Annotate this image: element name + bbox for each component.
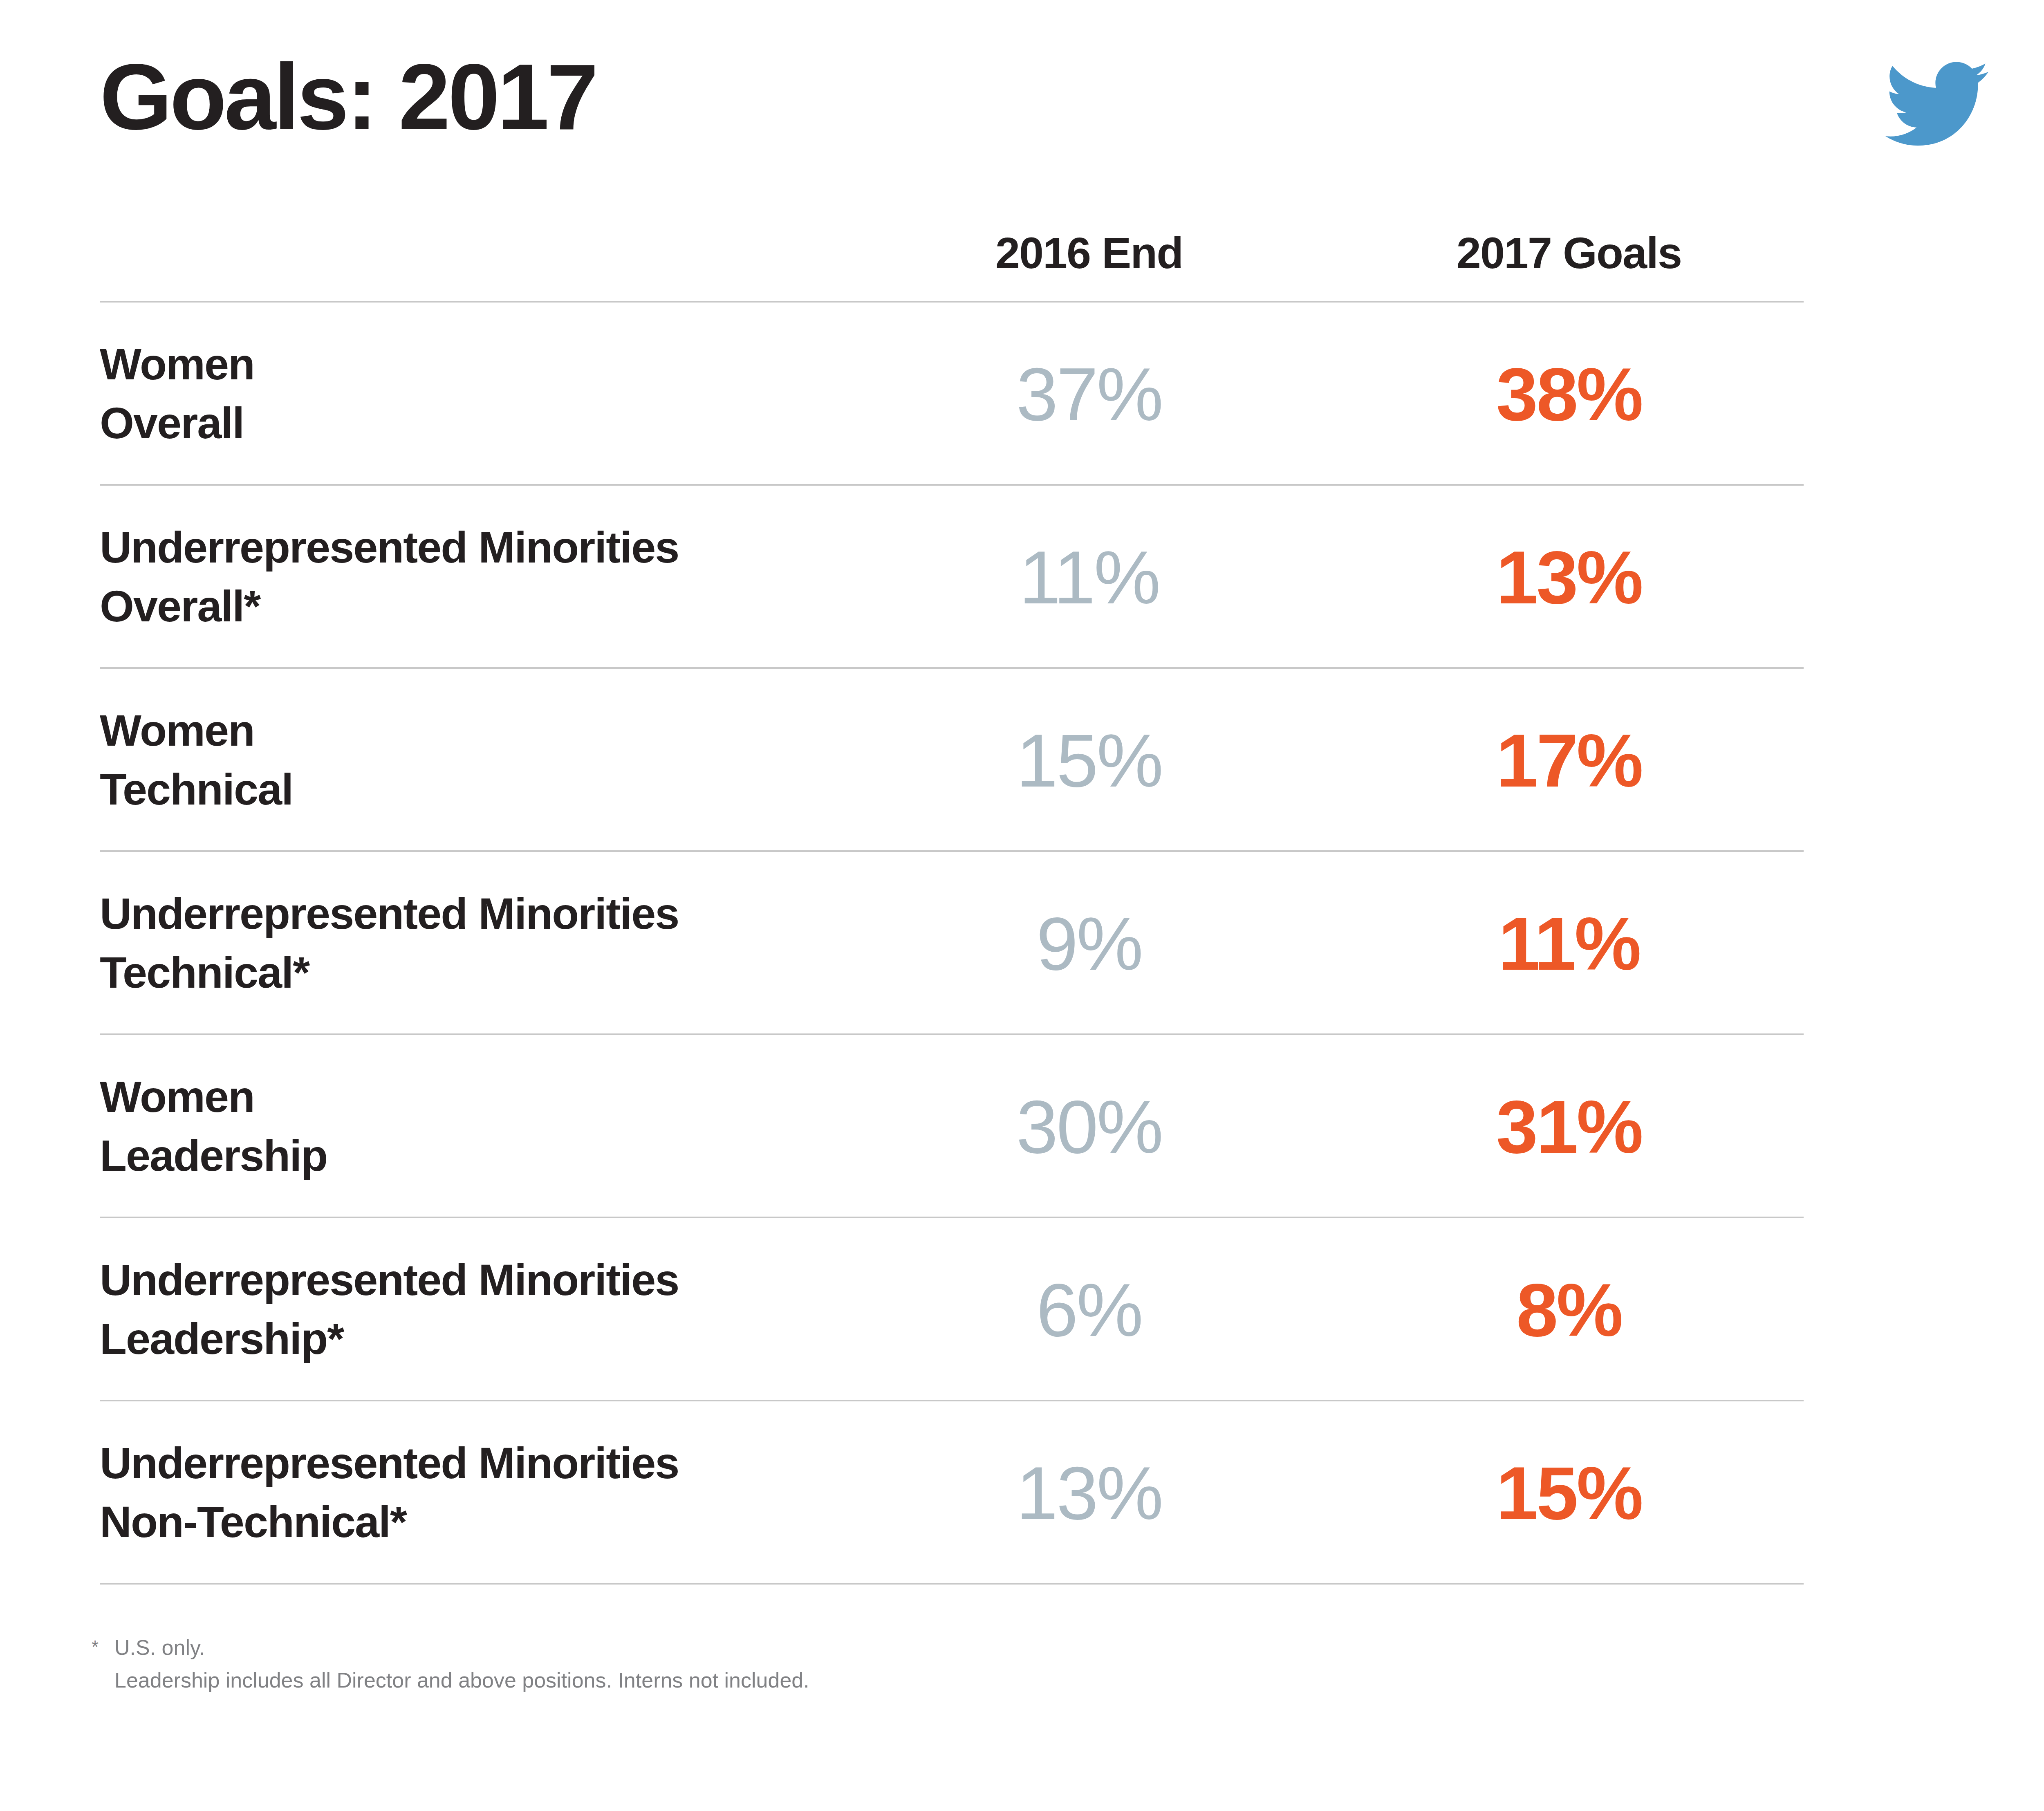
page-title: Goals: 2017 — [100, 46, 596, 148]
value-2016-end: 30% — [844, 1082, 1334, 1170]
value-2017-goal: 11% — [1334, 899, 1804, 987]
row-label: Underrepresented Minorities Overall* — [100, 518, 844, 635]
row-label: Underrepresented Minorities Leadership* — [100, 1250, 844, 1368]
value-2017-goal: 38% — [1334, 349, 1804, 437]
twitter-bird-icon — [1874, 52, 2000, 155]
row-label-line1: Underrepresented Minorities — [100, 522, 679, 572]
table-row-urm-technical: Underrepresented Minorities Technical* 9… — [100, 850, 1804, 1033]
footnote-text: Leadership includes all Director and abo… — [114, 1668, 809, 1694]
slide: Goals: 2017 2016 End 2017 Goals Women Ov… — [0, 0, 2044, 1811]
row-label-line2: Technical — [100, 764, 293, 814]
row-label-line2: Technical* — [100, 948, 309, 997]
row-label-line1: Underrepresented Minorities — [100, 1255, 679, 1304]
table-row-women-overall: Women Overall 37% 38% — [100, 301, 1804, 484]
value-2016-end: 9% — [844, 899, 1334, 987]
table-row-urm-non-technical: Underrepresented Minorities Non-Technica… — [100, 1400, 1804, 1583]
value-2017-goal: 31% — [1334, 1082, 1804, 1170]
table-row-women-technical: Women Technical 15% 17% — [100, 667, 1804, 850]
row-label-line2: Overall — [100, 398, 244, 447]
row-label: Women Leadership — [100, 1067, 844, 1185]
table-row-urm-leadership: Underrepresented Minorities Leadership* … — [100, 1217, 1804, 1400]
row-label: Women Technical — [100, 701, 844, 818]
twitter-logo — [1874, 52, 2000, 155]
goals-table: 2016 End 2017 Goals Women Overall 37% 38… — [100, 154, 1804, 1585]
asterisk-marker-spacer — [92, 1666, 114, 1692]
value-2017-goal: 8% — [1334, 1265, 1804, 1353]
footnotes: * U.S. only. Leadership includes all Dir… — [92, 1635, 809, 1701]
row-label-line2: Non-Technical* — [100, 1497, 406, 1546]
value-2016-end: 11% — [844, 532, 1334, 621]
row-label-line2: Overall* — [100, 581, 260, 630]
value-2017-goal: 13% — [1334, 532, 1804, 621]
value-2016-end: 15% — [844, 715, 1334, 804]
row-label: Women Overall — [100, 334, 844, 452]
table-row-urm-overall: Underrepresented Minorities Overall* 11%… — [100, 484, 1804, 667]
row-label-line1: Women — [100, 339, 254, 388]
row-label: Underrepresented Minorities Non-Technica… — [100, 1433, 844, 1551]
table-body: Women Overall 37% 38% Underrepresented M… — [100, 301, 1804, 1585]
value-2016-end: 37% — [844, 349, 1334, 437]
footnote-us-only: * U.S. only. — [92, 1635, 809, 1661]
value-2016-end: 6% — [844, 1265, 1334, 1353]
column-header-2016-end: 2016 End — [844, 229, 1334, 280]
row-label: Underrepresented Minorities Technical* — [100, 884, 844, 1002]
row-label-line1: Underrepresented Minorities — [100, 1438, 679, 1487]
footnote-leadership-definition: Leadership includes all Director and abo… — [92, 1668, 809, 1694]
column-header-2017-goals: 2017 Goals — [1334, 229, 1804, 280]
row-label-line2: Leadership — [100, 1131, 327, 1180]
value-2016-end: 13% — [844, 1448, 1334, 1536]
row-label-line2: Leadership* — [100, 1314, 343, 1363]
row-label-line1: Underrepresented Minorities — [100, 889, 679, 938]
value-2017-goal: 15% — [1334, 1448, 1804, 1536]
table-header-row: 2016 End 2017 Goals — [100, 154, 1804, 301]
value-2017-goal: 17% — [1334, 715, 1804, 804]
table-row-women-leadership: Women Leadership 30% 31% — [100, 1033, 1804, 1217]
row-label-line1: Women — [100, 1072, 254, 1121]
row-label-line1: Women — [100, 706, 254, 755]
asterisk-marker: * — [92, 1634, 114, 1660]
footnote-text: U.S. only. — [114, 1635, 205, 1661]
